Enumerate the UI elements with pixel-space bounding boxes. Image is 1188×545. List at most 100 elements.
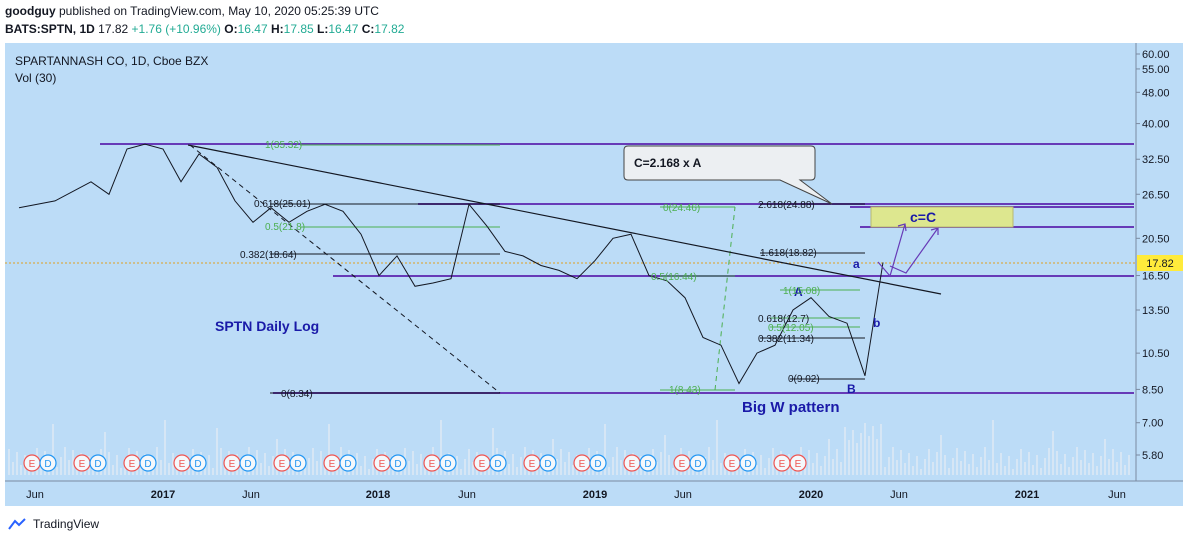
volume-bar: [660, 452, 662, 475]
time-tick-label: Jun: [242, 489, 260, 501]
plot-area[interactable]: [5, 43, 1136, 481]
dividend-marker[interactable]: [239, 454, 257, 472]
earnings-marker-label: E: [179, 459, 186, 470]
volume-bar: [844, 427, 846, 475]
volume-bar: [516, 467, 518, 475]
volume-bar: [176, 466, 178, 475]
volume-bar: [872, 426, 874, 475]
volume-bar: [668, 455, 670, 475]
volume-bar: [824, 456, 826, 475]
volume-bar: [1036, 455, 1038, 475]
volume-bar: [1084, 450, 1086, 475]
volume-bar: [1032, 465, 1034, 475]
volume-bar: [848, 440, 850, 475]
volume-bar: [908, 453, 910, 475]
volume-bar: [408, 461, 410, 475]
fib-label-05-1644: 0.5(16.44): [651, 272, 697, 283]
volume-bar: [764, 468, 766, 475]
time-tick-label: 2020: [799, 489, 823, 501]
volume-bar: [1028, 452, 1030, 475]
dividend-marker[interactable]: [139, 454, 157, 472]
dividend-marker[interactable]: [589, 454, 607, 472]
volume-bar: [328, 424, 330, 475]
volume-bar: [1000, 453, 1002, 475]
publish-info: published on TradingView.com, May 10, 20…: [59, 4, 379, 18]
volume-bar: [828, 439, 830, 475]
dividend-marker[interactable]: [689, 454, 707, 472]
volume-bar: [220, 448, 222, 475]
time-tick-label: Jun: [1108, 489, 1126, 501]
volume-bar: [1008, 456, 1010, 475]
dividend-marker[interactable]: [189, 454, 207, 472]
fib-label-0-2446: 0(24.46): [663, 203, 700, 214]
volume-bar: [512, 454, 514, 475]
volume-bar: [1004, 466, 1006, 475]
volume-bar: [388, 465, 390, 475]
dividend-marker[interactable]: [539, 454, 557, 472]
volume-bar: [720, 463, 722, 475]
volume-bar: [1112, 449, 1114, 475]
footer-brand[interactable]: TradingView: [33, 517, 100, 531]
volume-bar: [792, 467, 794, 475]
author-name[interactable]: goodguy: [5, 4, 56, 18]
volume-bar: [72, 450, 74, 475]
volume-bar: [932, 462, 934, 475]
earnings-marker-label: E: [795, 459, 802, 470]
time-axis-area[interactable]: [5, 481, 1183, 506]
volume-bar: [468, 449, 470, 475]
dividend-marker[interactable]: [289, 454, 307, 472]
dividend-marker-label: D: [194, 459, 201, 470]
target-box[interactable]: [870, 206, 1014, 228]
volume-bar: [904, 463, 906, 475]
fib-retracement-1[interactable]: [189, 144, 501, 394]
fib-label-1-1508: 1(15.08): [783, 286, 820, 297]
dividend-marker-label: D: [44, 459, 51, 470]
dividend-marker[interactable]: [89, 454, 107, 472]
dividend-marker[interactable]: [739, 454, 757, 472]
earnings-marker[interactable]: [789, 454, 807, 472]
fib-green-levels[interactable]: [300, 144, 860, 391]
volume-bar: [112, 465, 114, 475]
fib-retracement-2[interactable]: [760, 203, 865, 380]
dividend-marker[interactable]: [489, 454, 507, 472]
volume-bar: [1088, 463, 1090, 475]
downtrend-line[interactable]: [187, 144, 942, 295]
volume-bar: [20, 465, 22, 475]
volume-bar: [324, 464, 326, 475]
volume-bar: [832, 459, 834, 475]
dividend-marker[interactable]: [439, 454, 457, 472]
volume-bar: [224, 461, 226, 475]
volume-bar: [1016, 459, 1018, 475]
dividend-marker[interactable]: [639, 454, 657, 472]
fib-label-05-218: 0.5(21.8): [265, 222, 305, 233]
dividend-marker[interactable]: [389, 454, 407, 472]
volume-bar: [1020, 449, 1022, 475]
volume-bar: [816, 453, 818, 475]
price-series[interactable]: [18, 143, 884, 385]
dividend-marker-label: D: [244, 459, 251, 470]
time-tick-label: Jun: [674, 489, 692, 501]
callout-bubble[interactable]: C=2.168 x A: [623, 145, 833, 205]
wave-A-label: A: [794, 285, 803, 299]
low-value: 16.47: [328, 22, 359, 36]
note-pattern: Big W pattern: [742, 399, 840, 416]
volume-bar: [644, 469, 646, 475]
volume-bar: [216, 428, 218, 475]
volume-bar: [1080, 460, 1082, 475]
dividend-marker[interactable]: [39, 454, 57, 472]
volume-bar: [208, 455, 210, 475]
volume-bar: [312, 448, 314, 475]
volume-bar: [1040, 468, 1042, 475]
earnings-marker-label: E: [29, 459, 36, 470]
price-tick-label: 20.50: [1142, 233, 1170, 245]
volume-bar: [988, 460, 990, 475]
price-tick-label: 10.50: [1142, 348, 1170, 360]
volume-bar: [880, 424, 882, 475]
volume-bar: [356, 453, 358, 475]
earnings-marker-label: E: [529, 459, 536, 470]
volume-bar: [900, 450, 902, 475]
earnings-marker-label: E: [279, 459, 286, 470]
dividend-marker[interactable]: [339, 454, 357, 472]
price-tick-label: 48.00: [1142, 87, 1170, 99]
